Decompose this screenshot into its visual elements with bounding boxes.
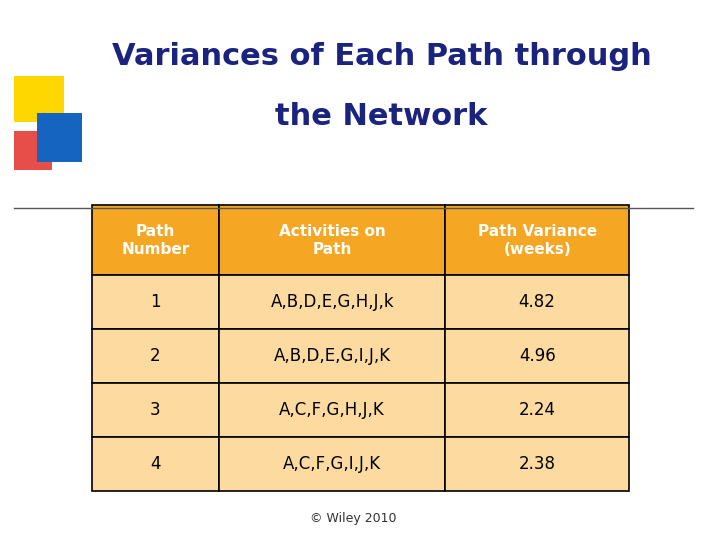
FancyBboxPatch shape	[219, 275, 445, 329]
Text: Activities on
Path: Activities on Path	[279, 224, 386, 256]
Text: Path
Number: Path Number	[122, 224, 189, 256]
Text: 4: 4	[150, 455, 161, 474]
FancyBboxPatch shape	[92, 383, 219, 437]
Text: A,C,F,G,H,J,K: A,C,F,G,H,J,K	[279, 401, 385, 420]
FancyBboxPatch shape	[92, 275, 219, 329]
FancyBboxPatch shape	[219, 383, 445, 437]
FancyBboxPatch shape	[219, 437, 445, 491]
FancyBboxPatch shape	[445, 275, 629, 329]
Text: A,B,D,E,G,I,J,K: A,B,D,E,G,I,J,K	[274, 347, 391, 366]
FancyBboxPatch shape	[445, 329, 629, 383]
FancyBboxPatch shape	[445, 205, 629, 275]
Text: the Network: the Network	[276, 102, 488, 131]
Text: Path Variance
(weeks): Path Variance (weeks)	[477, 224, 597, 256]
FancyBboxPatch shape	[14, 131, 52, 170]
Text: 1: 1	[150, 293, 161, 312]
FancyBboxPatch shape	[445, 383, 629, 437]
FancyBboxPatch shape	[14, 76, 63, 122]
Text: 2.24: 2.24	[518, 401, 556, 420]
Text: 2.38: 2.38	[518, 455, 556, 474]
FancyBboxPatch shape	[445, 437, 629, 491]
FancyBboxPatch shape	[92, 329, 219, 383]
Text: © Wiley 2010: © Wiley 2010	[310, 512, 397, 525]
FancyBboxPatch shape	[219, 329, 445, 383]
Text: A,C,F,G,I,J,K: A,C,F,G,I,J,K	[283, 455, 382, 474]
FancyBboxPatch shape	[37, 113, 82, 162]
Text: 4.96: 4.96	[519, 347, 556, 366]
FancyBboxPatch shape	[219, 205, 445, 275]
FancyBboxPatch shape	[92, 205, 219, 275]
Text: Variances of Each Path through: Variances of Each Path through	[112, 42, 652, 71]
Text: 4.82: 4.82	[518, 293, 556, 312]
Text: A,B,D,E,G,H,J,k: A,B,D,E,G,H,J,k	[271, 293, 394, 312]
FancyBboxPatch shape	[92, 437, 219, 491]
Text: 3: 3	[150, 401, 161, 420]
Text: 2: 2	[150, 347, 161, 366]
